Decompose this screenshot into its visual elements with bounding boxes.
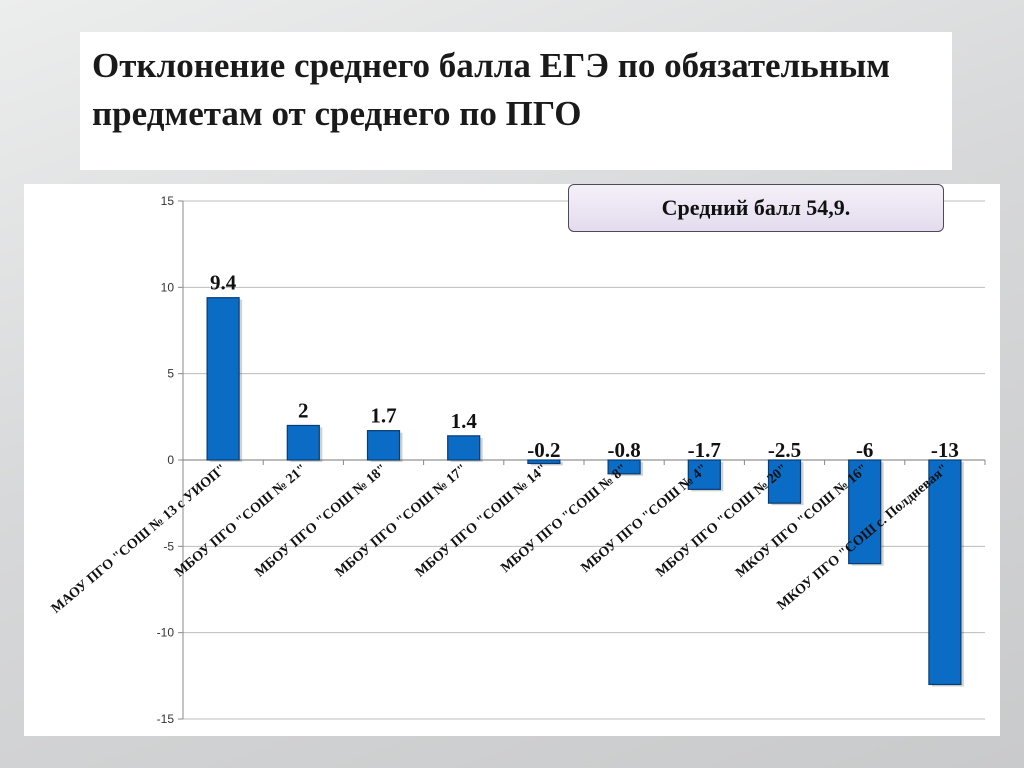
bar: [366, 430, 401, 461]
y-tick-label: -10: [157, 626, 175, 640]
data-label: 1.7: [370, 404, 396, 428]
bar: [607, 459, 641, 475]
category-label: МБОУ ПГО "СОШ № 21": [172, 462, 310, 581]
y-tick-label: 5: [167, 367, 174, 381]
category-label: МБОУ ПГО "СОШ № 18": [252, 462, 390, 581]
y-tick-label: -5: [163, 539, 174, 553]
data-label: 2: [298, 398, 309, 422]
y-tick-label: 15: [161, 194, 175, 208]
bar: [687, 459, 721, 490]
page-title: Отклонение среднего балла ЕГЭ по обязате…: [92, 46, 891, 133]
bar: [527, 459, 561, 465]
bar: [767, 459, 802, 504]
bar: [286, 424, 320, 461]
data-label: 9.4: [210, 271, 237, 295]
category-label: МБОУ ПГО "СОШ № 4": [579, 462, 711, 576]
bar: [928, 459, 962, 686]
y-tick-label: 0: [167, 453, 174, 467]
data-label: -0.2: [527, 438, 560, 462]
bar: [206, 297, 240, 461]
title-box: Отклонение среднего балла ЕГЭ по обязате…: [80, 32, 952, 170]
data-label: -13: [931, 438, 959, 462]
average-score-badge: Средний балл 54,9.: [568, 184, 944, 232]
data-label: 1.4: [451, 409, 478, 433]
data-label: -0.8: [607, 438, 640, 462]
y-tick-label: 10: [161, 280, 175, 294]
category-label: МБОУ ПГО "СОШ № 8": [498, 462, 630, 576]
bar: [447, 435, 481, 461]
category-label: МАОУ ПГО "СОШ № 13 с УИОП": [49, 462, 230, 617]
data-label: -2.5: [768, 438, 801, 462]
data-label: -6: [856, 438, 874, 462]
category-label: МБОУ ПГО "СОШ № 14": [413, 462, 551, 581]
data-label: -1.7: [688, 438, 721, 462]
y-tick-label: -15: [157, 712, 175, 726]
bar: [848, 459, 882, 565]
category-label: МБОУ ПГО "СОШ № 17": [333, 462, 471, 581]
